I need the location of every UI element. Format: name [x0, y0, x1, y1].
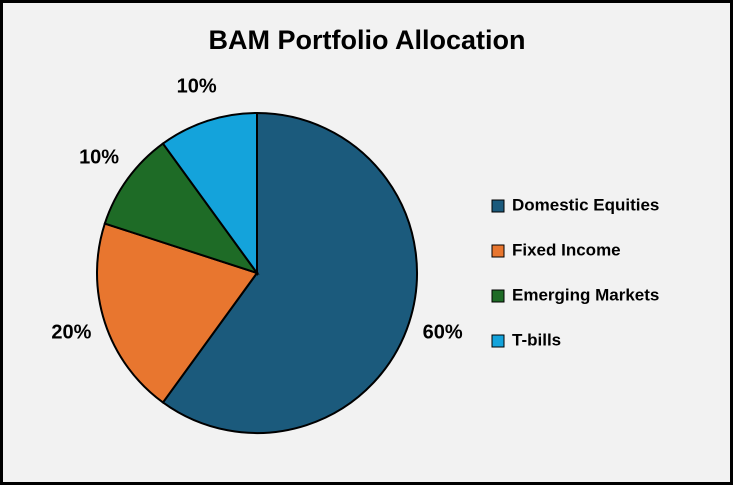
data-label: 10% — [79, 147, 119, 169]
data-label: 20% — [51, 322, 91, 344]
legend-label: Fixed Income — [512, 240, 621, 259]
data-label: 10% — [177, 76, 217, 98]
legend-swatch — [491, 244, 505, 258]
chart-title: BAM Portfolio Allocation — [209, 25, 526, 55]
pie-slice — [103, 142, 260, 275]
legend-label: Emerging Markets — [512, 285, 659, 304]
pie-slice — [161, 111, 258, 277]
data-label: 60% — [423, 322, 463, 344]
legend-swatch — [491, 199, 505, 213]
legend-label: Domestic Equities — [512, 195, 659, 214]
legend-swatch — [491, 289, 505, 303]
pie-slice — [161, 111, 418, 434]
legend-label: T-bills — [512, 330, 561, 349]
pie-slice — [96, 222, 259, 404]
legend-swatch — [491, 334, 505, 348]
